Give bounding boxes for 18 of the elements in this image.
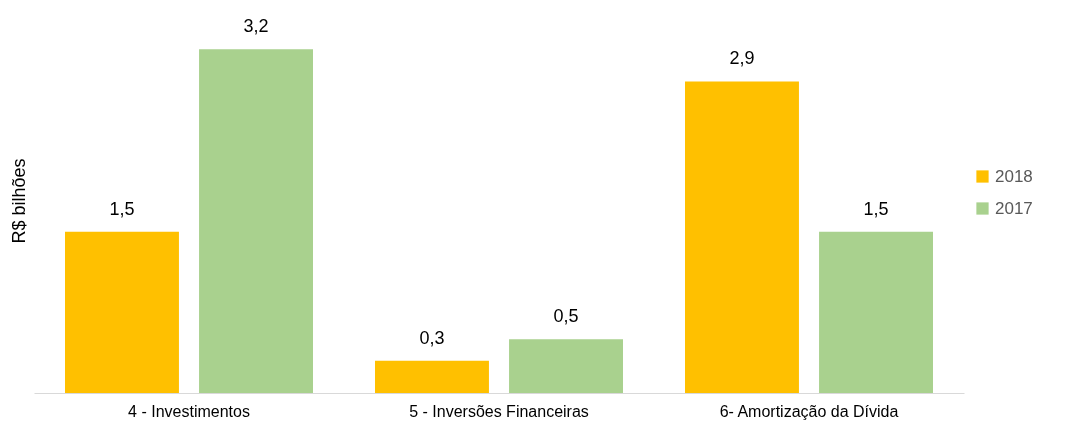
bar [509, 339, 623, 393]
data-label: 3,2 [243, 16, 269, 37]
bar [685, 81, 799, 393]
data-label: 2,9 [729, 48, 755, 69]
bar [199, 49, 313, 393]
y-axis-title: R$ bilhões [8, 158, 29, 244]
data-label: 1,5 [109, 198, 135, 219]
bar [375, 360, 489, 393]
legend-label: 2018 [995, 166, 1033, 186]
data-label: 1,5 [863, 198, 889, 219]
x-tick-label: 5 - Inversões Financeiras [409, 402, 589, 420]
data-label: 0,5 [553, 306, 579, 327]
x-tick-label: 6- Amortização da Dívida [719, 402, 899, 420]
data-label: 0,3 [419, 327, 445, 348]
bar [65, 231, 179, 393]
x-tick-label: 4 - Investimentos [128, 402, 250, 420]
bar [819, 231, 933, 393]
legend-label: 2017 [995, 198, 1033, 218]
